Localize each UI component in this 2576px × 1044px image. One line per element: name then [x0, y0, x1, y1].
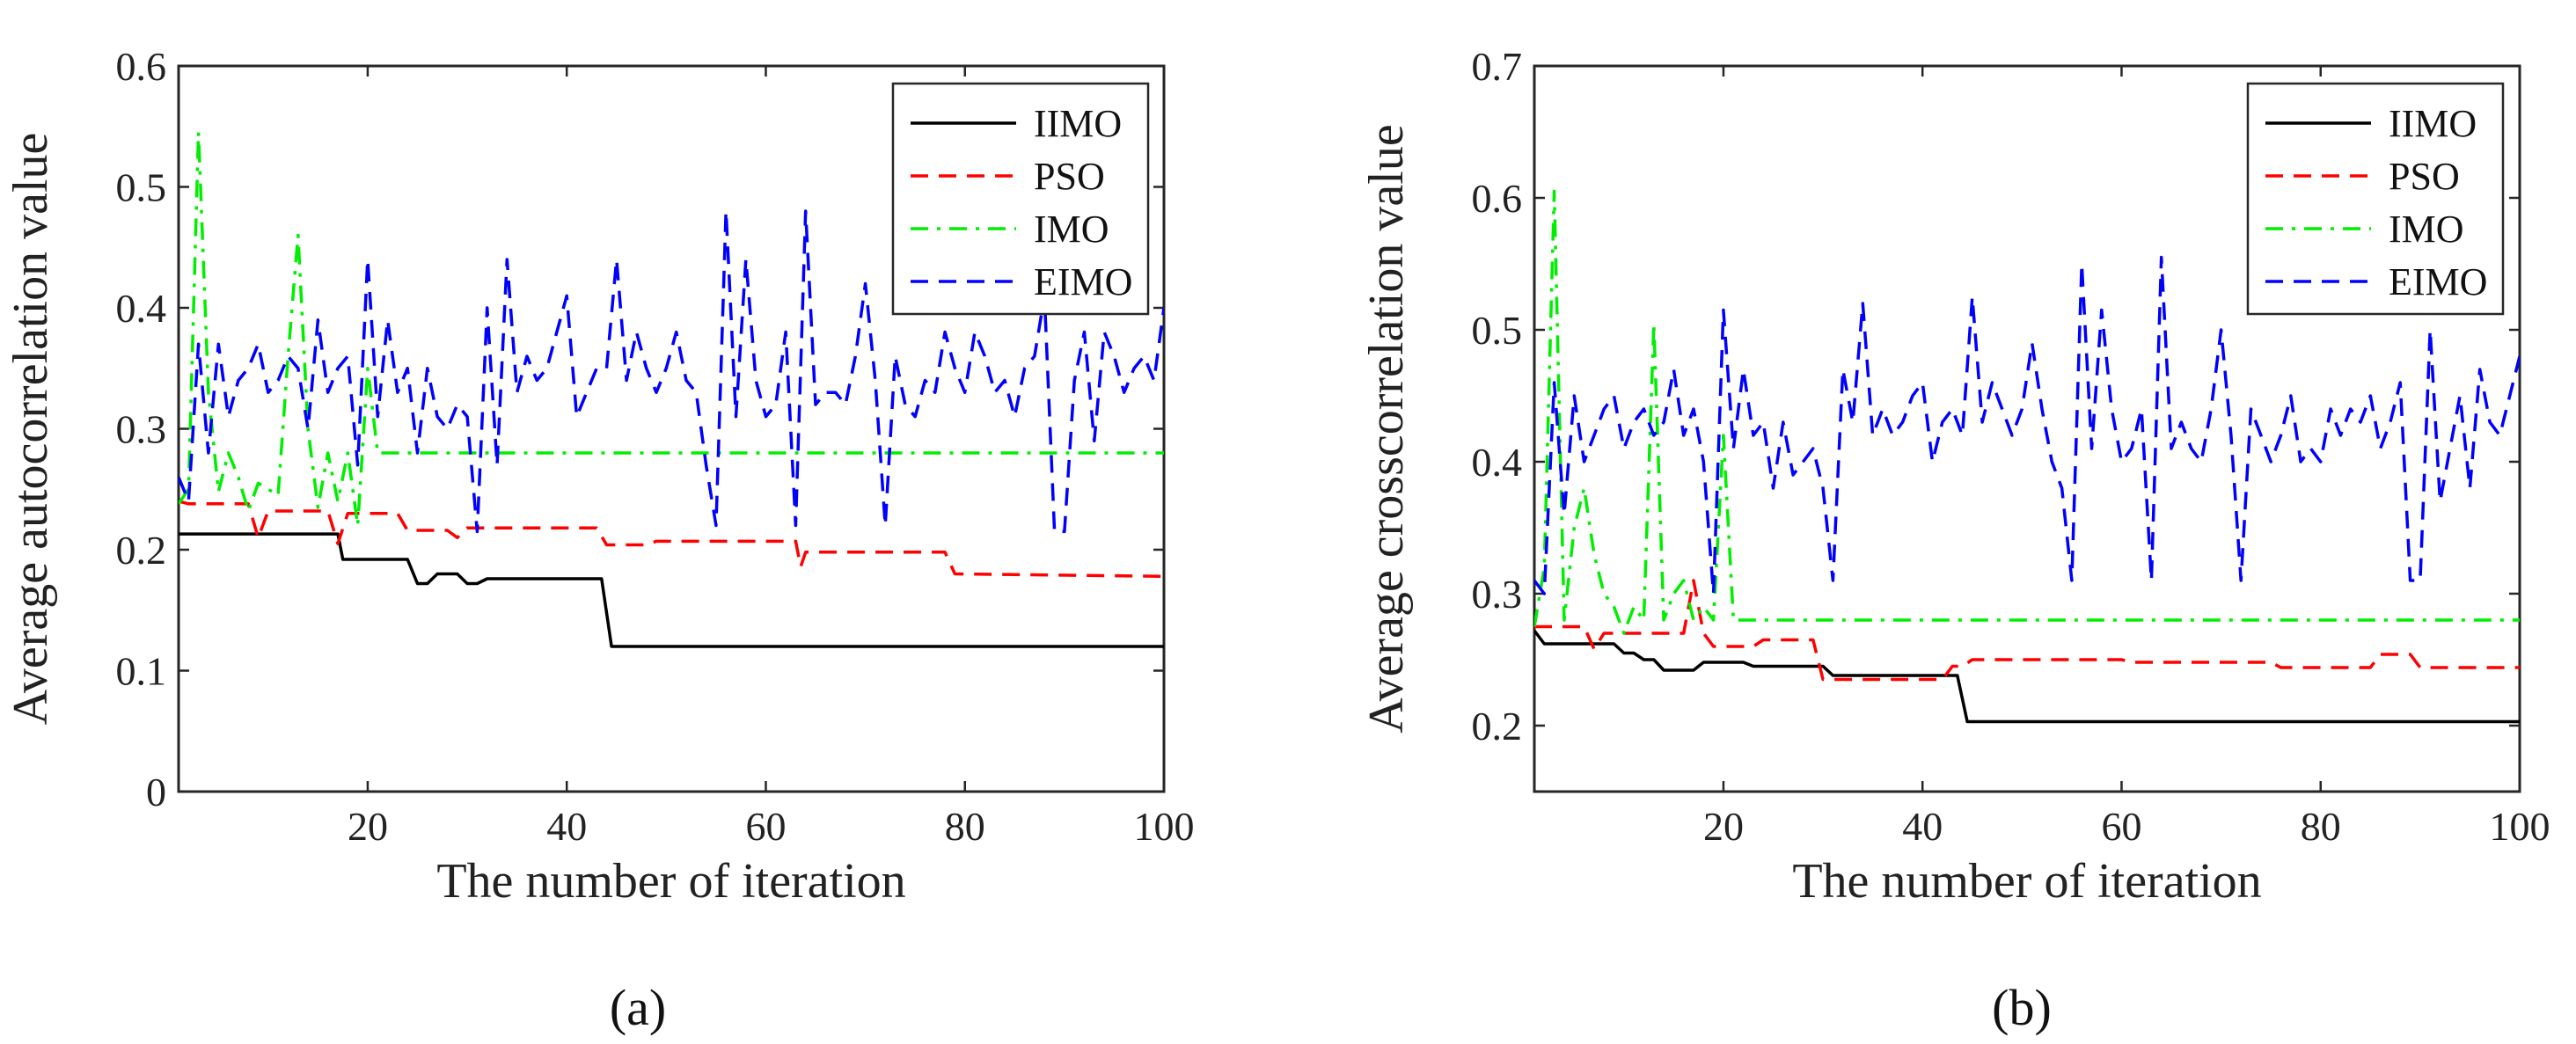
- y-tick-label: 0.4: [1472, 440, 1523, 485]
- x-tick-label: 40: [1902, 804, 1943, 849]
- legend-label-pso: PSO: [1034, 155, 1105, 198]
- y-tick-label: 0.5: [116, 165, 167, 210]
- series-line-eimo: [1534, 255, 2520, 595]
- legend-label-imo: IMO: [2389, 208, 2464, 251]
- x-tick-label: 20: [1703, 804, 1744, 849]
- x-axis-label: The number of iteration: [436, 854, 905, 909]
- series-line-iimo: [1534, 629, 2520, 724]
- series-line-imo: [1534, 189, 2520, 635]
- panel-b: 20 40 60 80 100 0.2 0.3 0.4 0.5 0.6 0.7 The number …: [1359, 44, 2550, 1036]
- x-tick-label: 60: [745, 804, 786, 849]
- y-tick-label: 0.2: [1472, 704, 1523, 748]
- x-tick-label: 80: [945, 804, 985, 849]
- y-tick-label: 0.6: [1472, 176, 1523, 221]
- series-group: [1534, 189, 2520, 724]
- y-tick-label: 0.4: [116, 286, 167, 331]
- series-group: [179, 130, 1164, 648]
- legend: IIMO PSO IMO EIMO: [891, 82, 1150, 316]
- y-tick-label: 0.6: [116, 44, 167, 89]
- legend-label-iimo: IIMO: [2389, 102, 2477, 145]
- y-axis-label: Average crosscorrelation value: [1359, 124, 1414, 733]
- legend-label-eimo: EIMO: [1034, 260, 1132, 303]
- panel-label: (b): [1992, 979, 2052, 1036]
- series-line-eimo: [179, 209, 1164, 534]
- x-tick-label: 80: [2301, 804, 2341, 849]
- x-tick-label: 40: [546, 804, 587, 849]
- legend-label-imo: IMO: [1034, 208, 1109, 251]
- panel-label: (a): [610, 979, 666, 1036]
- series-line-imo: [179, 130, 1164, 528]
- y-tick-label: 0.3: [116, 407, 167, 452]
- y-tick-label: 0.2: [116, 528, 167, 573]
- y-axis-label: Average autocorrelation value: [4, 133, 58, 726]
- series-line-iimo: [179, 532, 1164, 648]
- y-tick-label: 0.5: [1472, 308, 1523, 353]
- legend-label-iimo: IIMO: [1034, 102, 1122, 145]
- y-tick-label: 0.1: [116, 649, 167, 694]
- x-axis-label: The number of iteration: [1792, 854, 2261, 909]
- panel-a: 20 40 60 80 100 0 0.1 0.2 0.3 0.4 0.5 0.6 The number…: [4, 44, 1195, 1036]
- y-tick-label: 0: [146, 770, 166, 814]
- x-tick-label: 100: [2490, 804, 2550, 849]
- legend-label-eimo: EIMO: [2389, 260, 2487, 303]
- series-line-pso: [179, 500, 1164, 579]
- legend-label-pso: PSO: [2389, 155, 2460, 198]
- y-tick-label: 0.3: [1472, 572, 1523, 617]
- legend: IIMO PSO IMO EIMO: [2246, 82, 2505, 316]
- x-tick-label: 20: [348, 804, 388, 849]
- x-tick-label: 60: [2101, 804, 2141, 849]
- x-tick-label: 100: [1134, 804, 1195, 849]
- y-tick-label: 0.7: [1472, 44, 1523, 89]
